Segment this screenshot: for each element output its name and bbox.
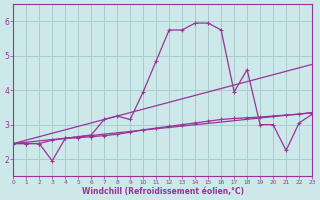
X-axis label: Windchill (Refroidissement éolien,°C): Windchill (Refroidissement éolien,°C)	[82, 187, 244, 196]
